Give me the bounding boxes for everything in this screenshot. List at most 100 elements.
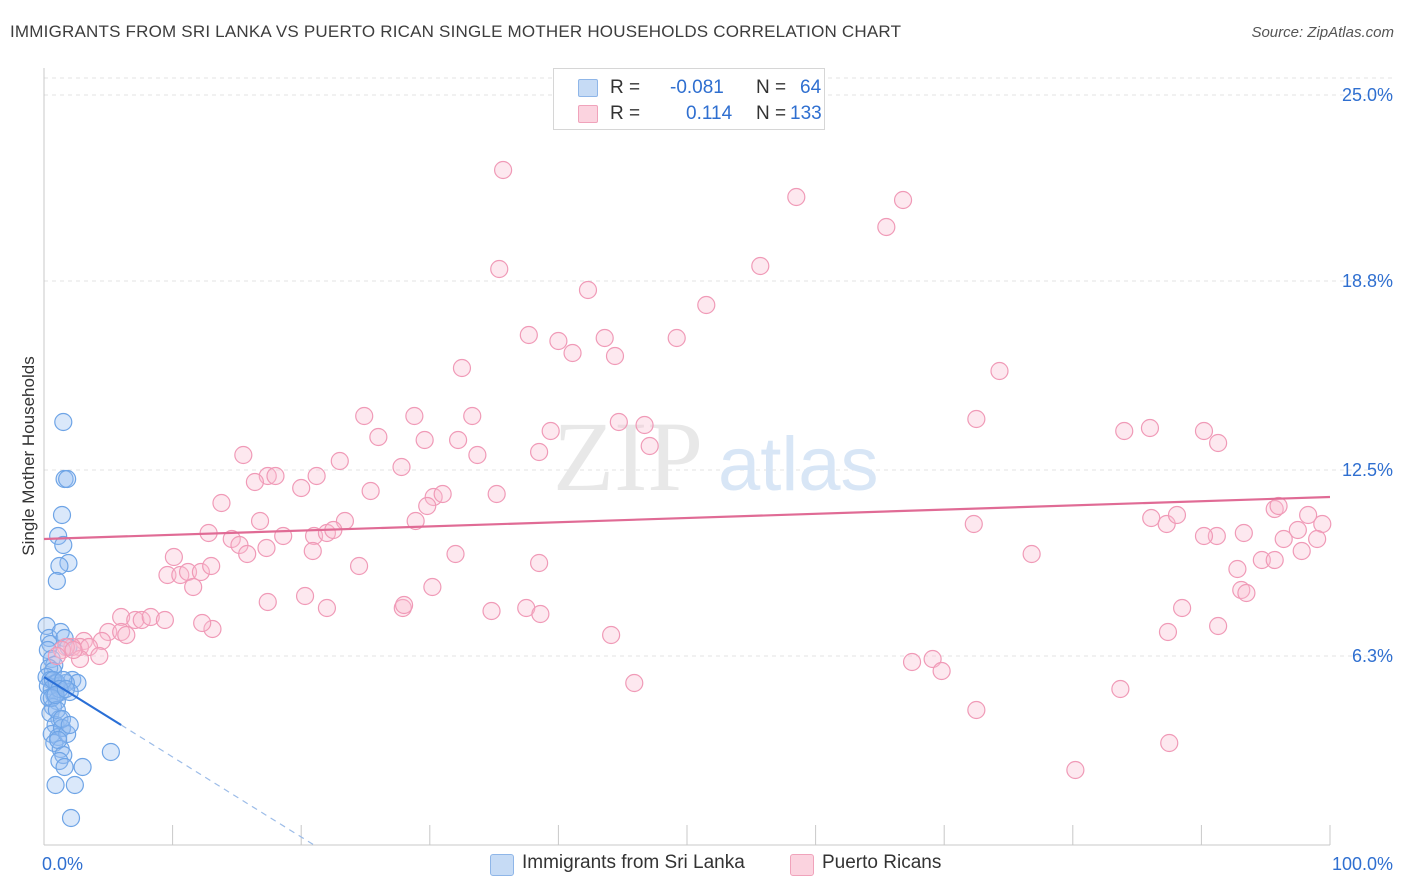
axes xyxy=(43,68,1331,846)
point-sri-lanka xyxy=(49,526,68,546)
point-puerto-rican xyxy=(667,328,686,348)
point-puerto-rican xyxy=(203,619,222,639)
point-puerto-rican xyxy=(266,466,285,486)
point-puerto-rican xyxy=(1207,526,1226,546)
point-puerto-rican xyxy=(609,412,628,432)
point-puerto-rican xyxy=(423,577,442,597)
point-puerto-rican xyxy=(99,622,118,642)
point-puerto-rican xyxy=(141,607,160,627)
point-puerto-rican xyxy=(245,472,265,492)
point-sri-lanka xyxy=(65,775,84,795)
point-puerto-rican xyxy=(330,451,349,471)
point-puerto-rican xyxy=(191,562,210,582)
point-puerto-rican xyxy=(635,415,654,435)
point-puerto-rican xyxy=(1066,760,1085,780)
point-puerto-rican xyxy=(90,646,109,666)
point-puerto-rican xyxy=(494,160,513,180)
point-puerto-rican xyxy=(393,598,412,618)
point-puerto-rican xyxy=(468,445,487,465)
point-puerto-rican xyxy=(990,361,1009,381)
legend-r-value: 0.114 xyxy=(686,103,733,124)
trend-lines xyxy=(43,495,1331,846)
point-sri-lanka xyxy=(50,556,69,576)
point-sri-lanka xyxy=(54,412,73,432)
point-puerto-rican xyxy=(625,673,644,693)
point-puerto-rican xyxy=(1232,580,1251,600)
point-puerto-rican xyxy=(112,607,131,627)
point-puerto-rican xyxy=(317,598,337,618)
point-sri-lanka xyxy=(47,700,66,720)
watermark-zip: ZIP xyxy=(553,401,703,512)
point-puerto-rican xyxy=(303,541,322,561)
point-puerto-rican xyxy=(1160,733,1179,753)
point-puerto-rican xyxy=(355,406,374,426)
point-puerto-rican xyxy=(70,649,90,669)
trend-line-puerto-ricans xyxy=(43,495,1331,541)
point-puerto-rican xyxy=(258,592,277,612)
point-puerto-rican xyxy=(392,457,411,477)
chart-title: IMMIGRANTS FROM SRI LANKA VS PUERTO RICA… xyxy=(10,22,902,41)
point-puerto-rican xyxy=(1228,559,1247,579)
bottom-legend-swatch-blue xyxy=(490,854,514,876)
legend-n-label: N = xyxy=(756,77,787,98)
point-puerto-rican xyxy=(1265,550,1284,570)
point-puerto-rican xyxy=(1157,514,1176,534)
point-puerto-rican xyxy=(184,577,203,597)
point-puerto-rican xyxy=(549,331,568,351)
point-puerto-rican xyxy=(967,409,986,429)
point-puerto-rican xyxy=(1237,583,1256,603)
point-puerto-rican xyxy=(964,514,983,534)
point-puerto-rican xyxy=(530,442,549,462)
point-puerto-rican xyxy=(640,436,659,456)
point-puerto-rican xyxy=(1288,520,1307,540)
legend-n-value: 64 xyxy=(800,77,822,98)
point-puerto-rican xyxy=(1167,505,1187,525)
legend-r-label: R = xyxy=(610,77,641,98)
point-puerto-rican xyxy=(1299,505,1318,525)
y-axis-label: Single Mother Households xyxy=(19,356,38,555)
point-puerto-rican xyxy=(361,481,380,501)
point-puerto-rican xyxy=(394,595,414,615)
data-points xyxy=(37,160,1332,828)
point-puerto-rican xyxy=(448,430,468,450)
point-puerto-rican xyxy=(1274,529,1293,549)
point-puerto-rican xyxy=(292,478,311,498)
y-tick-label: 12.5% xyxy=(1342,460,1393,480)
point-puerto-rican xyxy=(902,652,922,672)
legend-r-label: R = xyxy=(610,103,641,124)
point-puerto-rican xyxy=(563,343,582,363)
point-sri-lanka xyxy=(46,775,65,795)
y-tick-label: 18.8% xyxy=(1342,271,1393,291)
point-puerto-rican xyxy=(967,700,986,720)
point-puerto-rican xyxy=(238,544,257,564)
point-puerto-rican xyxy=(578,280,598,300)
point-puerto-rican xyxy=(112,622,131,642)
bottom-legend-swatch-pink xyxy=(790,854,814,876)
point-sri-lanka xyxy=(60,715,79,735)
point-puerto-rican xyxy=(605,346,625,366)
point-puerto-rican xyxy=(519,325,538,345)
point-puerto-rican xyxy=(307,466,326,486)
point-puerto-rican xyxy=(257,538,276,558)
point-puerto-rican xyxy=(595,328,614,348)
point-puerto-rican xyxy=(530,553,549,573)
point-puerto-rican xyxy=(1140,418,1160,438)
point-puerto-rican xyxy=(1209,616,1228,636)
point-puerto-rican xyxy=(295,586,315,606)
legend-swatch-pink xyxy=(578,105,598,123)
source-label: Source: ZipAtlas.com xyxy=(1251,24,1394,41)
point-puerto-rican xyxy=(1292,541,1311,561)
point-sri-lanka xyxy=(73,757,92,777)
trend-line-sri-lanka xyxy=(43,676,122,726)
grid-lines xyxy=(44,77,1392,657)
point-puerto-rican xyxy=(250,511,270,531)
legend-swatch-blue xyxy=(578,79,598,97)
point-puerto-rican xyxy=(415,430,434,450)
point-puerto-rican xyxy=(64,640,83,660)
tick-labels: 6.3% 12.5% 18.8% 25.0% 0.0% 100.0% xyxy=(42,85,1393,874)
watermark-atlas: atlas xyxy=(718,422,879,507)
point-puerto-rican xyxy=(369,427,388,447)
point-puerto-rican xyxy=(787,187,806,207)
point-puerto-rican xyxy=(202,556,221,576)
